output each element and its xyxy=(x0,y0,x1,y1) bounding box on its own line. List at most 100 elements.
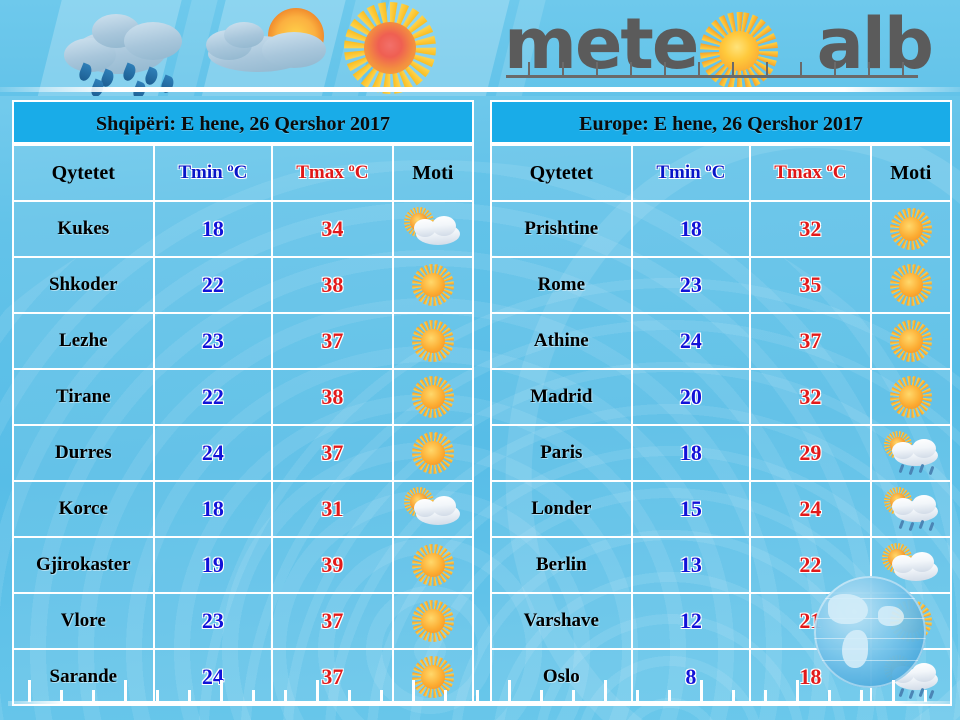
cell-tmax: 34 xyxy=(271,200,394,258)
sun-cloud-rain-icon xyxy=(882,431,940,476)
cell-tmax: 37 xyxy=(271,648,394,706)
cell-tmin: 24 xyxy=(152,424,274,482)
cell-weather-icon xyxy=(391,200,475,258)
sun-icon xyxy=(344,2,436,94)
col-header-city: Qytetet xyxy=(12,144,155,202)
table-row: Durres 24 37 xyxy=(12,424,475,482)
panel-title-albania: Shqipëri: E hene, 26 Qershor 2017 xyxy=(12,100,474,144)
rain-cloud-icon xyxy=(62,8,192,96)
table-body-albania: Kukes 18 34 Shkoder 22 38 Lezhe 23 37 Tirane 22 38 D… xyxy=(12,200,475,706)
cell-weather-icon xyxy=(391,424,475,482)
sun-icon xyxy=(404,263,462,307)
cell-tmin: 15 xyxy=(630,480,752,538)
sun-icon xyxy=(882,319,940,363)
cell-weather-icon xyxy=(869,480,953,538)
logo-text-left: mete xyxy=(504,3,699,85)
sun-icon xyxy=(404,599,462,643)
panel-europe: Europe: E hene, 26 Qershor 2017 Qytetet … xyxy=(490,100,953,706)
table-row: Rome 23 35 xyxy=(490,256,953,314)
bottom-ruler xyxy=(0,672,960,712)
cell-tmin: 12 xyxy=(630,592,752,650)
cell-tmin: 18 xyxy=(152,480,274,538)
cell-weather-icon xyxy=(391,648,475,706)
sun-icon xyxy=(882,263,940,307)
cell-tmax: 31 xyxy=(271,480,394,538)
cell-tmax: 35 xyxy=(749,256,872,314)
cell-tmin: 24 xyxy=(630,312,752,370)
cell-city: Londer xyxy=(490,480,633,538)
cell-tmax: 24 xyxy=(749,480,872,538)
cell-weather-icon xyxy=(869,256,953,314)
cell-weather-icon xyxy=(391,592,475,650)
cell-city: Shkoder xyxy=(12,256,155,314)
cell-tmax: 29 xyxy=(749,424,872,482)
cell-weather-icon xyxy=(869,424,953,482)
cell-tmin: 23 xyxy=(152,312,274,370)
sun-icon xyxy=(404,431,462,475)
col-header-tmin: Tmin ºC xyxy=(630,144,752,202)
globe-icon xyxy=(814,576,926,688)
cell-tmax: 32 xyxy=(749,368,872,426)
cell-tmin: 24 xyxy=(152,648,274,706)
cell-tmin: 18 xyxy=(152,200,274,258)
cell-weather-icon xyxy=(391,536,475,594)
sun-behind-cloud-icon xyxy=(403,487,462,531)
sun-icon xyxy=(882,375,940,419)
table-row: Paris 18 29 xyxy=(490,424,953,482)
sun-behind-cloud-icon xyxy=(206,6,336,76)
panel-title-europe: Europe: E hene, 26 Qershor 2017 xyxy=(490,100,952,144)
col-header-tmin: Tmin ºC xyxy=(152,144,274,202)
table-row: Athine 24 37 xyxy=(490,312,953,370)
sun-behind-cloud-icon xyxy=(881,543,940,587)
cell-weather-icon xyxy=(391,480,475,538)
cell-tmin: 23 xyxy=(152,592,274,650)
table-row: Prishtine 18 32 xyxy=(490,200,953,258)
cell-weather-icon xyxy=(869,200,953,258)
cell-weather-icon xyxy=(869,368,953,426)
table-row: Shkoder 22 38 xyxy=(12,256,475,314)
table-header-row: Qytetet Tmin ºC Tmax ºC Moti xyxy=(12,144,475,202)
table-row: Sarande 24 37 xyxy=(12,648,475,706)
cell-tmin: 18 xyxy=(630,424,752,482)
table-header-row: Qytetet Tmin ºC Tmax ºC Moti xyxy=(490,144,953,202)
cell-tmin: 22 xyxy=(152,368,274,426)
table-row: Gjirokaster 19 39 xyxy=(12,536,475,594)
cell-weather-icon xyxy=(391,368,475,426)
sun-icon xyxy=(404,319,462,363)
cell-city: Vlore xyxy=(12,592,155,650)
cell-tmin: 8 xyxy=(630,648,752,706)
cell-tmin: 18 xyxy=(630,200,752,258)
cell-tmax: 32 xyxy=(749,200,872,258)
cell-city: Varshave xyxy=(490,592,633,650)
sun-behind-cloud-icon xyxy=(403,207,462,251)
sun-cloud-rain-icon xyxy=(882,487,940,532)
table-row: Kukes 18 34 xyxy=(12,200,475,258)
cell-city: Kukes xyxy=(12,200,155,258)
cell-city: Madrid xyxy=(490,368,633,426)
weather-table-albania: Qytetet Tmin ºC Tmax ºC Moti Kukes 18 34 Sh… xyxy=(12,144,475,706)
cell-weather-icon xyxy=(869,312,953,370)
table-body-europe: Prishtine 18 32 Rome 23 35 Athine 24 37 Madrid 20 3… xyxy=(490,200,953,706)
panel-albania: Shqipëri: E hene, 26 Qershor 2017 Qytete… xyxy=(12,100,475,706)
table-row: Tirane 22 38 xyxy=(12,368,475,426)
header-band: mete alb xyxy=(0,0,960,96)
cell-tmax: 37 xyxy=(271,312,394,370)
sun-icon xyxy=(404,543,462,587)
table-row: Londer 15 24 xyxy=(490,480,953,538)
cell-weather-icon xyxy=(391,256,475,314)
table-row: Vlore 23 37 xyxy=(12,592,475,650)
cell-tmax: 37 xyxy=(749,312,872,370)
header-underline xyxy=(0,87,960,92)
cell-city: Rome xyxy=(490,256,633,314)
cell-tmax: 37 xyxy=(271,592,394,650)
cell-city: Paris xyxy=(490,424,633,482)
logo-text-right: alb xyxy=(816,3,934,85)
cell-tmax: 38 xyxy=(271,256,394,314)
logo: mete alb xyxy=(504,6,934,92)
cell-city: Berlin xyxy=(490,536,633,594)
cell-city: Prishtine xyxy=(490,200,633,258)
cell-tmin: 19 xyxy=(152,536,274,594)
cell-city: Gjirokaster xyxy=(12,536,155,594)
table-row: Madrid 20 32 xyxy=(490,368,953,426)
